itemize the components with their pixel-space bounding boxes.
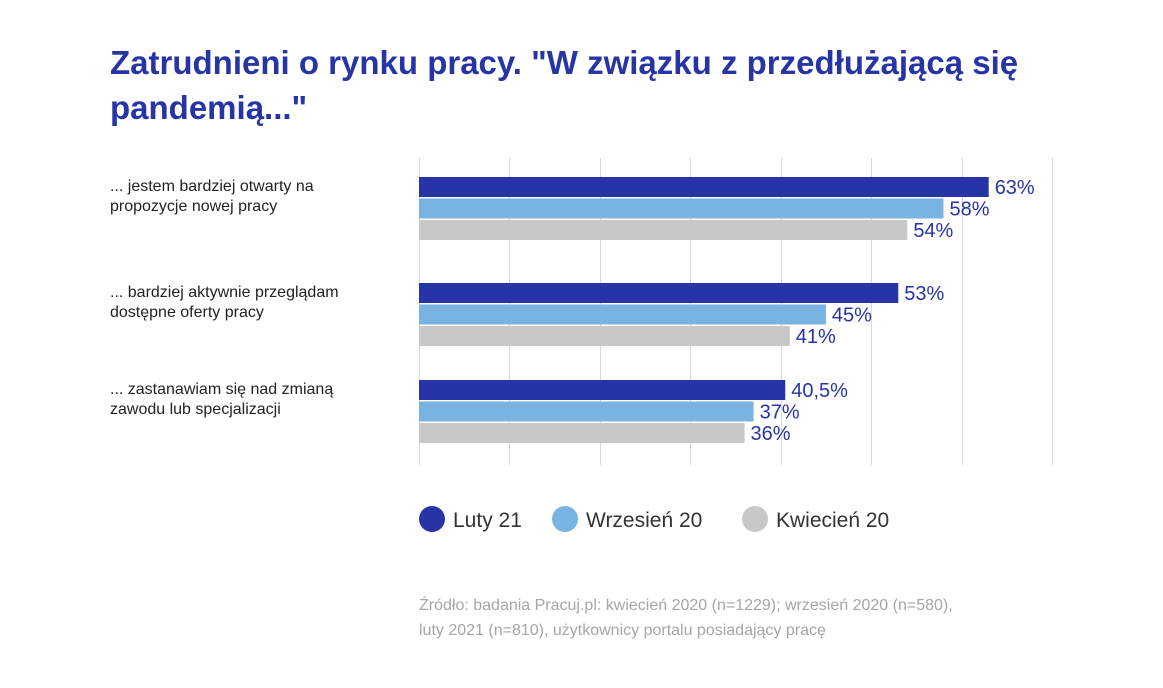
bar (419, 423, 745, 443)
category-label-line: ... jestem bardziej otwarty na (110, 178, 314, 195)
data-label: 58% (949, 199, 989, 221)
chart-title: Zatrudnieni o rynku pracy. "W związku z … (110, 40, 1090, 130)
data-label: 36% (751, 423, 791, 445)
data-label: 54% (913, 220, 953, 242)
data-label: 37% (760, 402, 800, 424)
category-label-line: dostępne oferty pracy (110, 304, 264, 321)
source-note-line-2: luty 2021 (n=810), użytkownicy portalu p… (419, 622, 826, 639)
source-note: Źródło: badania Pracuj.pl: kwiecień 2020… (419, 593, 1119, 643)
data-label: 53% (904, 283, 944, 305)
category-label: ... zastanawiam się nad zmianą zawodu lub… (110, 381, 333, 418)
source-note-line-1: Źródło: badania Pracuj.pl: kwiecień 2020… (419, 597, 953, 614)
legend-marker (552, 506, 578, 532)
data-label: 40,5% (791, 380, 848, 402)
category-label: ... jestem bardziej otwarty na propozycje… (110, 178, 314, 215)
bar (419, 304, 826, 325)
bar (419, 198, 944, 219)
data-label: 41% (796, 326, 836, 348)
legend-label: Luty 21 (453, 509, 522, 532)
bar (419, 283, 899, 303)
chart-title-line-2: pandemią..." (110, 89, 308, 126)
category-label-line: zawodu lub specjalizacji (110, 401, 281, 418)
chart-title-line-1: Zatrudnieni o rynku pracy. "W związku z … (110, 44, 1019, 81)
legend-marker (742, 506, 768, 532)
legend-marker (419, 506, 445, 532)
legend-label: Wrzesień 20 (586, 509, 702, 532)
data-label: 63% (995, 177, 1035, 199)
bar (419, 380, 786, 400)
bar (419, 177, 989, 197)
category-label-line: propozycje nowej pracy (110, 198, 277, 215)
bar (419, 326, 790, 346)
category-label-line: ... zastanawiam się nad zmianą (110, 381, 333, 398)
category-label-line: ... bardziej aktywnie przeglądam (110, 284, 339, 301)
category-label: ... bardziej aktywnie przeglądam dostępne… (110, 284, 339, 321)
data-label: 45% (832, 305, 872, 327)
bar (419, 401, 754, 422)
bar (419, 220, 908, 240)
legend-label: Kwiecień 20 (776, 509, 889, 532)
